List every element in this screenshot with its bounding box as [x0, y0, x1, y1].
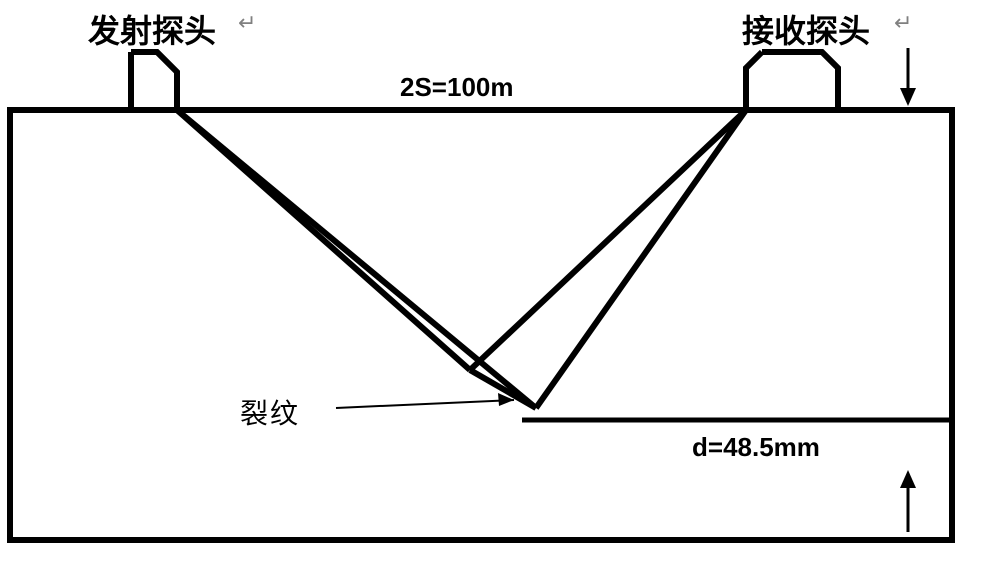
beam-line: [536, 110, 746, 408]
beam-line: [177, 110, 536, 408]
receiver-probe-icon: [746, 52, 838, 110]
diagram-root: 发射探头 ↵ 接收探头 ↵ 2S=100m 裂纹 d=48.5mm: [0, 0, 1000, 564]
arrow-head-icon: [900, 88, 916, 106]
crack-arrow-line: [336, 400, 514, 408]
diagram-svg: [0, 0, 1000, 564]
material-block: [10, 110, 952, 540]
arrow-head-icon: [900, 470, 916, 488]
beam-line: [470, 110, 746, 370]
emitter-probe-icon: [131, 52, 177, 110]
